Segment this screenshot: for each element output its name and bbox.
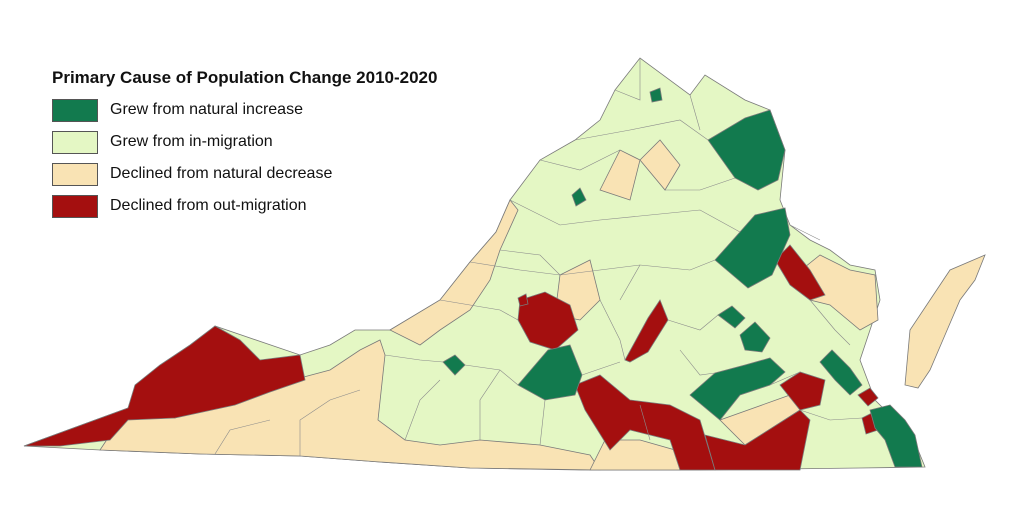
region-natural-decrease-shore — [904, 254, 986, 389]
legend-swatch-in-migration — [52, 130, 98, 154]
region-natural-increase-henrico — [739, 321, 771, 353]
region-out-migration-far-southwest — [23, 325, 306, 447]
region-natural-decrease-piedmont2 — [639, 139, 681, 191]
legend-swatch-natural-decrease — [52, 162, 98, 186]
region-natural-increase-winchester — [649, 87, 663, 103]
legend-label: Grew from in-migration — [110, 133, 273, 150]
legend-item-in-migration: Grew from in-migration — [52, 126, 437, 158]
region-natural-increase-peninsula — [819, 349, 863, 396]
region-natural-decrease-valley — [389, 199, 519, 346]
legend-item-natural-decrease: Declined from natural decrease — [52, 158, 437, 190]
region-out-migration-portsmouth — [857, 387, 879, 407]
legend-item-natural-increase: Grew from natural increase — [52, 94, 437, 126]
region-natural-increase-virginia-beach — [869, 404, 923, 468]
region-out-migration-sussex — [779, 371, 826, 411]
region-natural-increase-hanover — [717, 305, 746, 329]
region-natural-decrease-neck — [794, 254, 879, 331]
region-natural-increase-northern-va — [707, 109, 786, 191]
legend-swatch-out-migration — [52, 194, 98, 218]
legend-item-out-migration: Declined from out-migration — [52, 190, 437, 222]
region-out-migration-covington — [517, 293, 529, 307]
map-legend: Primary Cause of Population Change 2010-… — [52, 68, 437, 222]
region-out-migration-alleghany — [517, 291, 579, 351]
region-natural-increase-stafford — [714, 207, 791, 289]
legend-swatch-natural-increase — [52, 98, 98, 122]
county-boundaries — [214, 58, 863, 456]
legend-label: Declined from natural decrease — [110, 165, 333, 182]
legend-title: Primary Cause of Population Change 2010-… — [52, 68, 438, 87]
legend-label: Declined from out-migration — [110, 197, 307, 214]
region-natural-increase-harrisonburg — [571, 187, 587, 207]
region-natural-increase-chesterfield — [689, 357, 786, 421]
region-out-migration-northern-neck — [774, 244, 826, 301]
legend-label: Grew from natural increase — [110, 101, 303, 118]
